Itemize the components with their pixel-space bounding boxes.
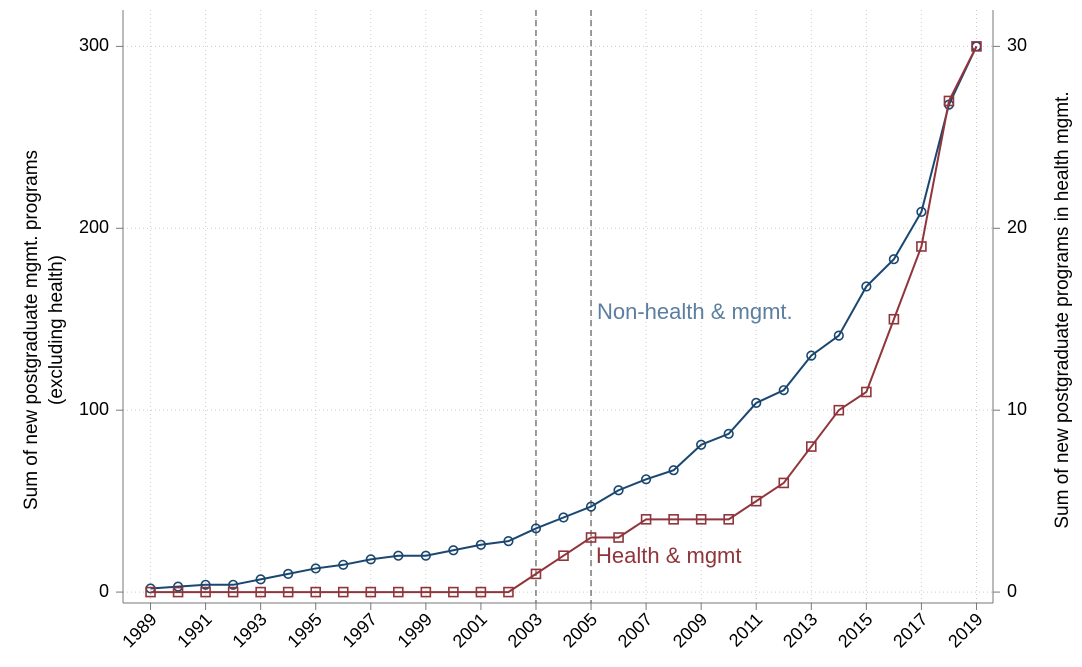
- y-axis-title: (excluding health): [46, 255, 67, 405]
- x-tick-label: 1991: [173, 609, 215, 651]
- marker: [448, 545, 459, 556]
- marker: [475, 586, 487, 598]
- marker: [283, 568, 294, 579]
- y2-tick-label: 20: [1007, 217, 1027, 237]
- marker: [888, 254, 899, 265]
- marker: [393, 586, 404, 598]
- marker: [420, 550, 431, 561]
- marker: [475, 539, 487, 550]
- marker: [448, 586, 459, 598]
- marker: [337, 586, 349, 598]
- x-tick-label: 2009: [669, 609, 711, 651]
- marker: [338, 559, 349, 570]
- marker: [641, 474, 652, 485]
- y-tick-label: 100: [79, 399, 109, 419]
- marker: [640, 514, 652, 525]
- marker: [255, 574, 266, 585]
- marker: [200, 586, 211, 598]
- x-tick-label: 2011: [725, 609, 767, 651]
- series-label: Non-health & mgmt.: [597, 299, 793, 324]
- marker: [365, 554, 376, 565]
- y2-axis-title: Sum of new postgraduate programs in heal…: [1052, 91, 1073, 528]
- marker: [750, 495, 762, 507]
- x-tick-label: 2001: [449, 609, 491, 651]
- marker: [613, 532, 624, 543]
- x-tick-label: 2007: [614, 609, 656, 651]
- marker: [861, 281, 872, 292]
- line: [150, 45, 978, 590]
- marker: [282, 586, 294, 598]
- marker: [833, 404, 845, 416]
- x-tick-label: 1993: [228, 609, 270, 651]
- y-axis-title: Sum of new postgraduate mgmt. programs: [21, 150, 42, 510]
- y-tick-label: 200: [79, 217, 109, 237]
- x-tick-label: 1999: [394, 609, 436, 651]
- marker: [723, 428, 734, 439]
- x-tick-label: 1995: [283, 609, 325, 651]
- y2-tick-label: 0: [1007, 581, 1017, 601]
- marker: [503, 586, 514, 598]
- marker: [916, 241, 927, 252]
- marker: [861, 386, 872, 398]
- marker: [778, 477, 790, 489]
- marker: [696, 439, 707, 450]
- marker: [668, 514, 679, 525]
- marker: [888, 313, 900, 325]
- x-tick-label: 1997: [339, 609, 381, 651]
- marker: [228, 579, 239, 590]
- marker: [585, 532, 597, 543]
- marker: [255, 586, 266, 598]
- x-tick-label: 1989: [118, 609, 160, 651]
- marker: [393, 550, 404, 561]
- marker: [833, 330, 844, 341]
- y2-tick-label: 10: [1007, 399, 1027, 419]
- marker: [585, 501, 597, 512]
- marker: [558, 512, 569, 523]
- marker: [668, 465, 679, 476]
- marker: [145, 586, 156, 598]
- marker: [971, 41, 982, 52]
- marker: [558, 550, 569, 562]
- marker: [172, 581, 184, 592]
- marker: [310, 586, 322, 598]
- marker: [695, 514, 707, 525]
- marker: [420, 586, 432, 598]
- series-label: Health & mgmt: [596, 543, 742, 568]
- line: [150, 45, 978, 594]
- marker: [310, 563, 321, 574]
- y2-tick-label: 30: [1007, 35, 1027, 55]
- x-tick-label: 2005: [559, 609, 601, 651]
- x-tick-label: 2019: [944, 609, 986, 651]
- marker: [200, 579, 211, 590]
- marker: [723, 514, 734, 525]
- x-tick-label: 2017: [889, 609, 931, 651]
- marker: [172, 586, 184, 598]
- marker: [503, 536, 514, 547]
- marker: [805, 441, 817, 452]
- marker: [943, 95, 955, 107]
- x-tick-label: 2015: [834, 609, 876, 651]
- marker: [778, 385, 789, 396]
- marker: [365, 586, 377, 598]
- x-tick-label: 2013: [779, 609, 821, 651]
- y-tick-label: 300: [79, 35, 109, 55]
- y-tick-label: 0: [99, 581, 109, 601]
- marker: [530, 568, 542, 580]
- marker: [751, 397, 762, 409]
- marker: [227, 586, 239, 598]
- marker: [916, 206, 927, 218]
- marker: [806, 350, 817, 361]
- x-tick-label: 2003: [504, 609, 546, 651]
- marker: [613, 485, 624, 496]
- marker: [530, 523, 542, 534]
